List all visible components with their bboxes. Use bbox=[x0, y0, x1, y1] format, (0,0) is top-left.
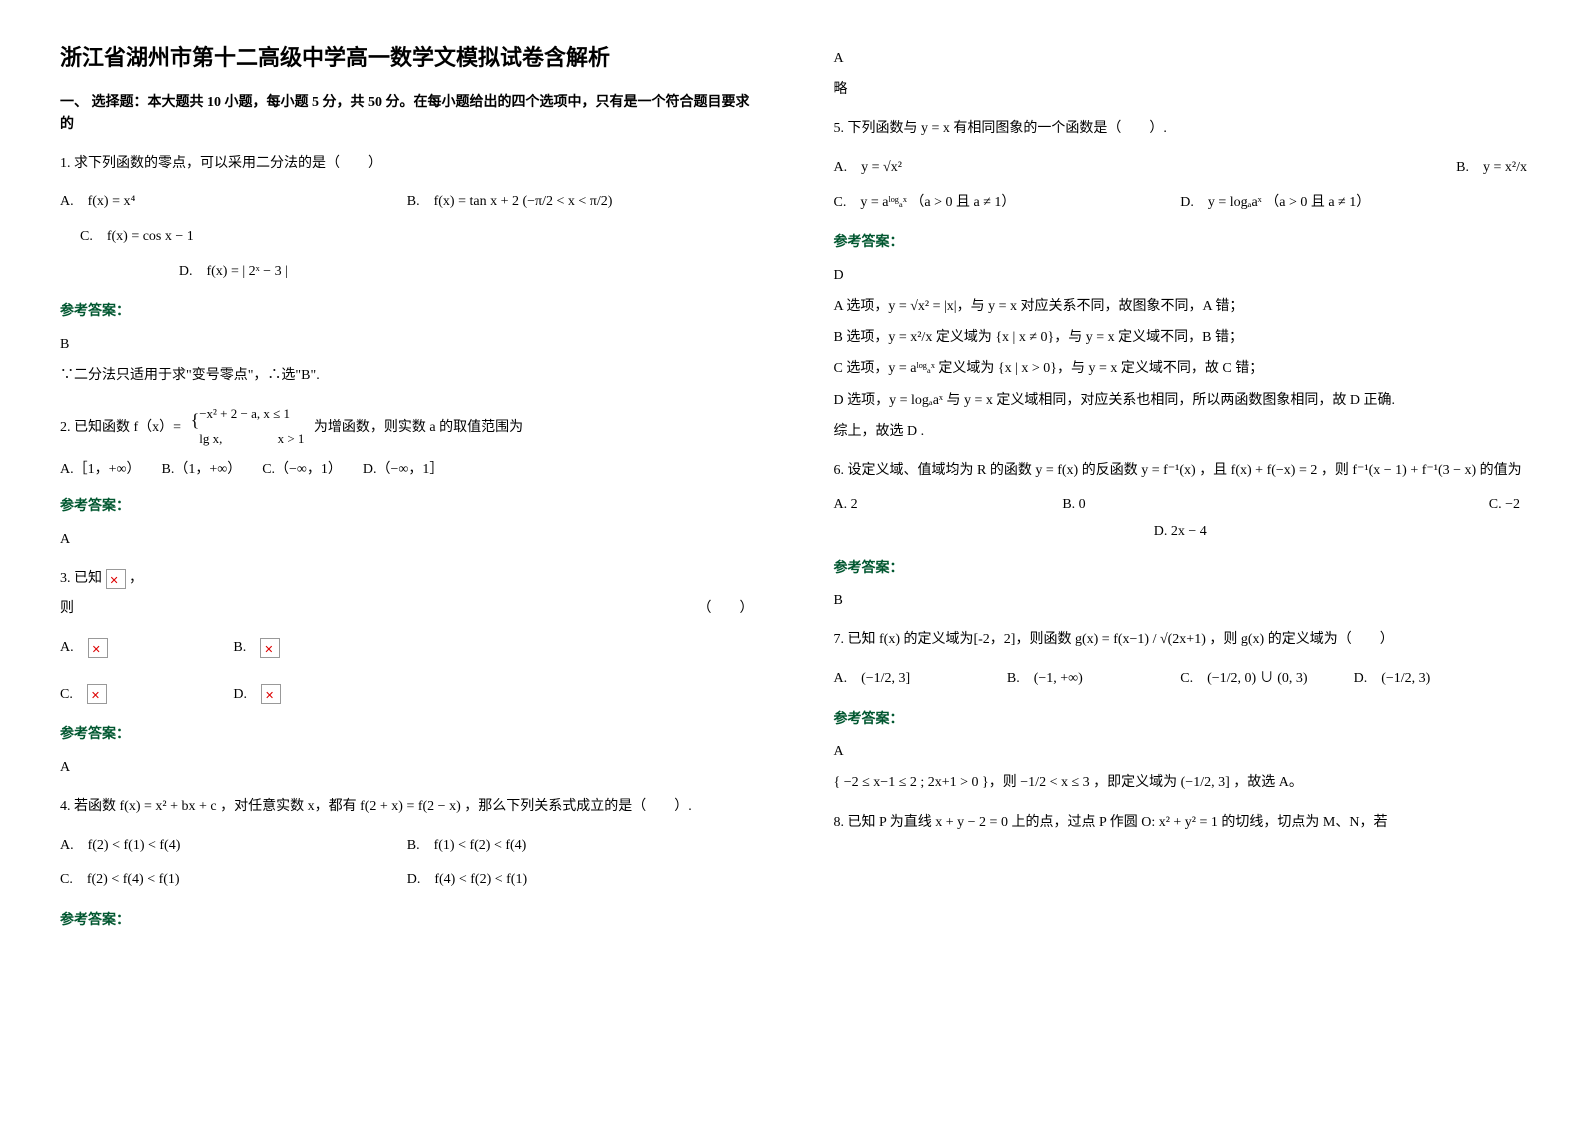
broken-image-icon bbox=[87, 684, 107, 704]
q1-options: A. f(x) = x⁴ B. f(x) = tan x + 2 (−π/2 <… bbox=[60, 185, 754, 289]
q7-opt-d: D. (−1/2, 3) bbox=[1354, 666, 1527, 693]
section-1-heading: 一、 选择题：本大题共 10 小题，每小题 5 分，共 50 分。在每小题给出的… bbox=[60, 92, 754, 137]
broken-image-icon bbox=[88, 638, 108, 658]
q4-stem: 4. 若函数 f(x) = x² + bx + c ，对任意实数 x，都有 f(… bbox=[60, 794, 754, 821]
q5-e3: C 选项，y = aˡᵒᵍₐˣ 定义域为 {x | x > 0}，与 y = x… bbox=[834, 356, 1528, 381]
q7-opt-c: C. (−1/2, 0) ∪ (0, 3) bbox=[1180, 666, 1353, 693]
q6-opt-a: A. 2 bbox=[834, 492, 1063, 519]
q5-answer: D bbox=[834, 263, 1528, 288]
doc-title: 浙江省湖州市第十二高级中学高一数学文模拟试卷含解析 bbox=[60, 40, 754, 72]
left-column: 浙江省湖州市第十二高级中学高一数学文模拟试卷含解析 一、 选择题：本大题共 10… bbox=[60, 40, 754, 948]
q5-opt-c: C. y = aˡᵒᵍₐˣ （a > 0 且 a ≠ 1） bbox=[834, 190, 1181, 217]
question-8: 8. 已知 P 为直线 x + y − 2 = 0 上的点，过点 P 作圆 O:… bbox=[834, 810, 1528, 837]
q5-e1: A 选项，y = √x² = |x|，与 y = x 对应关系不同，故图象不同，… bbox=[834, 294, 1528, 319]
answer-label: 参考答案： bbox=[60, 299, 754, 326]
answer-label: 参考答案： bbox=[834, 556, 1528, 583]
answer-label: 参考答案： bbox=[60, 908, 754, 935]
question-1: 1. 求下列函数的零点，可以采用二分法的是（ ） A. f(x) = x⁴ B.… bbox=[60, 151, 754, 388]
q3-opt-b: B. bbox=[233, 635, 406, 662]
q4-answer2: 略 bbox=[834, 77, 1528, 102]
answer-label: 参考答案： bbox=[60, 494, 754, 521]
q3-line2: 则 （ ） bbox=[60, 596, 754, 623]
q2-piece-bot: lg x, x > 1 bbox=[199, 427, 304, 452]
q3-opt-a: A. bbox=[60, 635, 233, 662]
q3-stem2: 则 bbox=[60, 596, 74, 623]
q1-opt-d: D. f(x) = | 2ˣ − 3 | bbox=[60, 259, 407, 286]
q5-e4: D 选项，y = logₐaˣ 与 y = x 定义域相同，对应关系也相同，所以… bbox=[834, 388, 1528, 413]
q7-answer: A bbox=[834, 739, 1528, 764]
q2-options: A.［1，+∞） B.（1，+∞） C.（−∞，1） D.（−∞，1］ bbox=[60, 457, 754, 484]
q5-e2: B 选项，y = x²/x 定义域为 {x | x ≠ 0}，与 y = x 定… bbox=[834, 325, 1528, 350]
q7-opt-b: B. (−1, +∞) bbox=[1007, 666, 1180, 693]
q5-opt-d: D. y = logₐaˣ （a > 0 且 a ≠ 1） bbox=[1180, 190, 1527, 217]
q2-answer: A bbox=[60, 527, 754, 552]
question-2: 2. 已知函数 f（x）= { −x² + 2 − a, x ≤ 1 lg x,… bbox=[60, 402, 754, 552]
q5-opt-a: A. y = √x² bbox=[834, 155, 1181, 182]
question-5: 5. 下列函数与 y = x 有相同图象的一个函数是（ ）. A. y = √x… bbox=[834, 116, 1528, 444]
q7-options: A. (−1/2, 3] B. (−1, +∞) C. (−1/2, 0) ∪ … bbox=[834, 662, 1528, 697]
question-3: 3. 已知 ， 则 （ ） A. B. C. D. 参考答案： A bbox=[60, 566, 754, 780]
q2-piece-top: −x² + 2 − a, x ≤ 1 bbox=[199, 402, 304, 427]
q3-answer: A bbox=[60, 755, 754, 780]
q6-opt-b: B. 0 bbox=[1062, 492, 1291, 519]
q5-opt-b: B. y = x²/x bbox=[1180, 155, 1527, 182]
q1-answer: B bbox=[60, 332, 754, 357]
question-4: 4. 若函数 f(x) = x² + bx + c ，对任意实数 x，都有 f(… bbox=[60, 794, 754, 934]
q7-explanation: { −2 ≤ x−1 ≤ 2 ; 2x+1 > 0 }，则 −1/2 < x ≤… bbox=[834, 770, 1528, 795]
q3-stem: 3. 已知 bbox=[60, 571, 102, 586]
q5-e5: 综上，故选 D . bbox=[834, 419, 1528, 444]
q1-opt-c: C. f(x) = cos x − 1 bbox=[80, 224, 427, 251]
q4-answer: A bbox=[834, 46, 1528, 71]
q5-options: A. y = √x² B. y = x²/x C. y = aˡᵒᵍₐˣ （a … bbox=[834, 151, 1528, 220]
q4-opt-d: D. f(4) < f(2) < f(1) bbox=[407, 867, 754, 894]
q6-answer: B bbox=[834, 588, 1528, 613]
q1-opt-b: B. f(x) = tan x + 2 (−π/2 < x < π/2) bbox=[407, 189, 754, 216]
q6-opt-d: D. 2x − 4 bbox=[834, 519, 1528, 546]
q6-options: A. 2 B. 0 C. −2 D. 2x − 4 bbox=[834, 492, 1528, 545]
question-6: 6. 设定义域、值域均为 R 的函数 y = f(x) 的反函数 y = f⁻¹… bbox=[834, 458, 1528, 614]
broken-image-icon bbox=[106, 569, 126, 589]
q4-opt-c: C. f(2) < f(4) < f(1) bbox=[60, 867, 407, 894]
q6-stem: 6. 设定义域、值域均为 R 的函数 y = f(x) 的反函数 y = f⁻¹… bbox=[834, 458, 1528, 485]
q3-comma: ， bbox=[129, 571, 143, 586]
right-column: A 略 5. 下列函数与 y = x 有相同图象的一个函数是（ ）. A. y … bbox=[834, 40, 1528, 948]
q4-options: A. f(2) < f(1) < f(4) B. f(1) < f(2) < f… bbox=[60, 829, 754, 898]
answer-label: 参考答案： bbox=[60, 722, 754, 749]
q7-opt-a: A. (−1/2, 3] bbox=[834, 666, 1007, 693]
q6-opt-c: C. −2 bbox=[1291, 492, 1520, 519]
q4-opt-b: B. f(1) < f(2) < f(4) bbox=[407, 833, 754, 860]
q7-stem: 7. 已知 f(x) 的定义域为[-2，2]，则函数 g(x) = f(x−1)… bbox=[834, 627, 1528, 654]
broken-image-icon bbox=[260, 638, 280, 658]
q1-opt-a: A. f(x) = x⁴ bbox=[60, 189, 407, 216]
q3-options: A. B. C. D. bbox=[60, 631, 754, 712]
q5-stem: 5. 下列函数与 y = x 有相同图象的一个函数是（ ）. bbox=[834, 116, 1528, 143]
q8-stem: 8. 已知 P 为直线 x + y − 2 = 0 上的点，过点 P 作圆 O:… bbox=[834, 810, 1528, 837]
q2-stem-a: 2. 已知函数 f（x）= bbox=[60, 420, 181, 435]
page-container: 浙江省湖州市第十二高级中学高一数学文模拟试卷含解析 一、 选择题：本大题共 10… bbox=[60, 40, 1527, 948]
q3-opt-c: C. bbox=[60, 682, 233, 709]
broken-image-icon bbox=[261, 684, 281, 704]
q1-explanation: ∵二分法只适用于求"变号零点"，∴选"B". bbox=[60, 363, 754, 388]
answer-label: 参考答案： bbox=[834, 230, 1528, 257]
q2-stem: 2. 已知函数 f（x）= { −x² + 2 − a, x ≤ 1 lg x,… bbox=[60, 402, 754, 453]
q1-stem: 1. 求下列函数的零点，可以采用二分法的是（ ） bbox=[60, 151, 754, 178]
answer-label: 参考答案： bbox=[834, 707, 1528, 734]
q4-opt-a: A. f(2) < f(1) < f(4) bbox=[60, 833, 407, 860]
question-7: 7. 已知 f(x) 的定义域为[-2，2]，则函数 g(x) = f(x−1)… bbox=[834, 627, 1528, 795]
q3-line1: 3. 已知 ， bbox=[60, 566, 754, 593]
q3-opt-d: D. bbox=[233, 682, 406, 709]
q2-stem-b: 为增函数，则实数 a 的取值范围为 bbox=[314, 420, 523, 435]
q3-tail: （ ） bbox=[698, 596, 754, 623]
